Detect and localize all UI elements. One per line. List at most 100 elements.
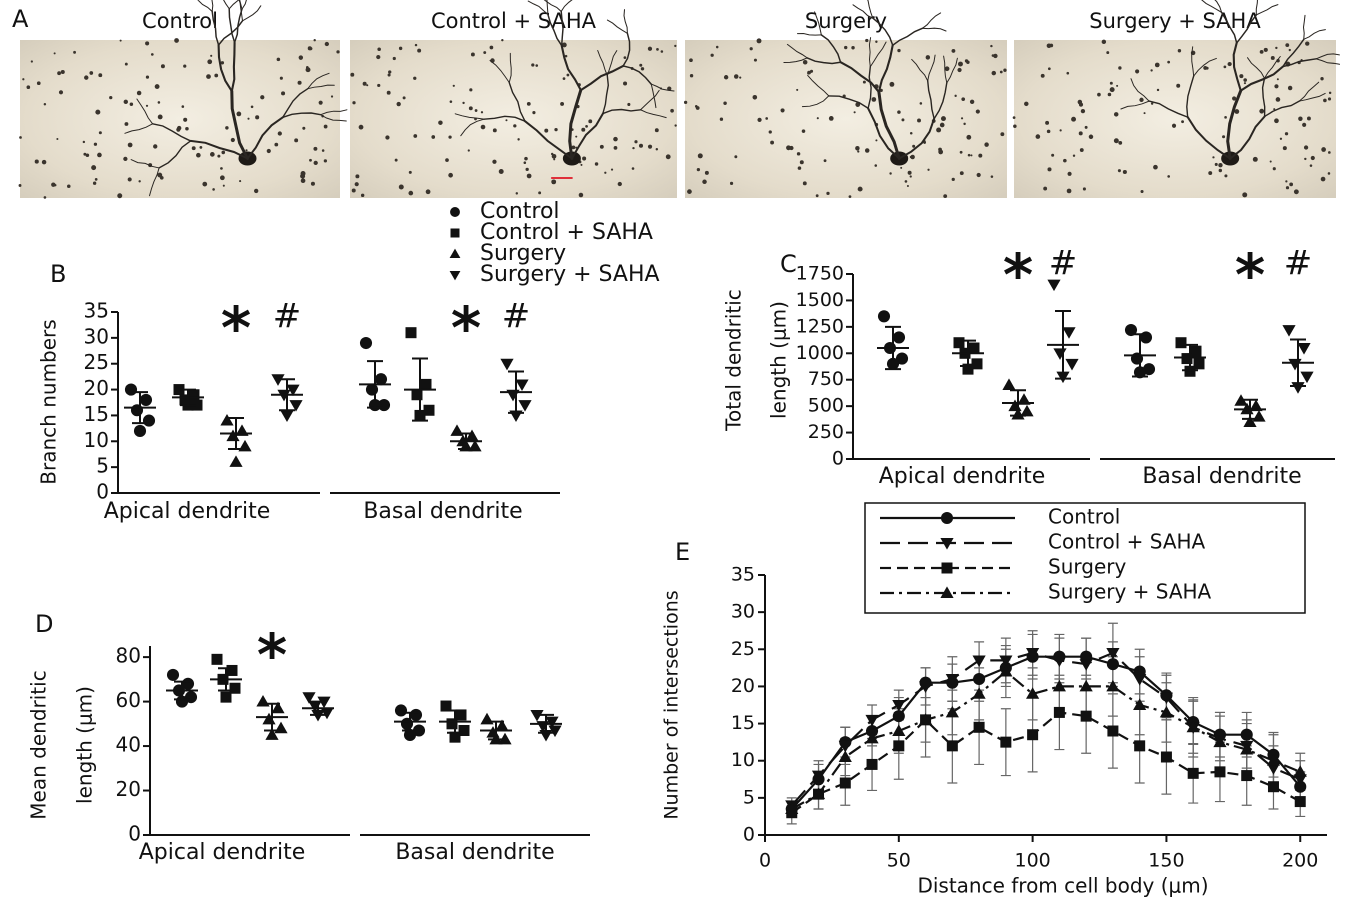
speck [324, 41, 329, 47]
speck [1153, 164, 1158, 170]
speck [756, 38, 762, 44]
data-point [262, 712, 276, 725]
speck [1305, 41, 1310, 46]
speck [425, 189, 431, 195]
speck [1107, 92, 1112, 97]
y-tick-label: 25 [84, 350, 109, 374]
speck [1274, 118, 1279, 124]
data-point [1107, 725, 1119, 737]
data-point [892, 724, 906, 736]
x-category-label: Apical dendrite [879, 464, 1046, 489]
speck [1072, 154, 1076, 157]
speck [844, 45, 848, 50]
speck [656, 47, 659, 51]
legend-marker [450, 207, 460, 217]
speck [297, 80, 302, 85]
speck [1303, 145, 1309, 150]
speck [940, 116, 946, 122]
neuron [683, 0, 1007, 199]
speck [796, 152, 801, 156]
y-tick-label: 10 [84, 428, 109, 452]
speck [313, 39, 316, 42]
speck [313, 160, 318, 165]
speck [452, 84, 455, 87]
data-point [530, 709, 544, 722]
speck [480, 124, 486, 130]
data-point [1243, 415, 1257, 427]
data-point [545, 716, 559, 729]
speck [222, 184, 225, 187]
speck [531, 63, 535, 67]
speck [936, 127, 942, 133]
speck [991, 70, 997, 76]
speck [396, 101, 401, 107]
data-point [1160, 751, 1172, 763]
x-category-label: Apical dendrite [139, 840, 306, 865]
speck [958, 61, 963, 67]
x-category-label: Basal dendrite [363, 499, 522, 524]
data-point [1133, 698, 1147, 710]
speck [954, 94, 957, 98]
dendrite [814, 11, 822, 36]
speck [575, 135, 578, 138]
speck [853, 111, 856, 114]
image-title: Control [142, 9, 218, 33]
legend-marker [450, 228, 460, 238]
speck [723, 101, 727, 106]
speck [857, 186, 863, 192]
speck [43, 196, 47, 199]
speck [467, 149, 470, 152]
error-bar [1132, 333, 1148, 378]
dendrite [622, 65, 652, 85]
dendrite [211, 10, 220, 46]
speck [1298, 116, 1303, 121]
speck [1101, 39, 1107, 45]
speck [266, 148, 271, 154]
data-point [280, 410, 294, 423]
dendrite [242, 5, 262, 22]
speck [1275, 97, 1281, 102]
dendrite [869, 41, 887, 68]
data-point [409, 708, 423, 721]
speck [22, 78, 25, 81]
speck [638, 143, 644, 148]
speck [474, 109, 478, 112]
significance-mark: # [1049, 244, 1078, 284]
dendrite [1220, 11, 1238, 44]
error-bar [1182, 343, 1198, 372]
speck [1154, 62, 1160, 68]
y-tick-label: 20 [116, 777, 141, 801]
data-point [188, 389, 200, 401]
speck [36, 81, 41, 86]
x-tick-label: 0 [759, 850, 771, 872]
data-point [811, 787, 826, 800]
speck [438, 120, 443, 125]
speck [1323, 98, 1327, 103]
speck [1259, 108, 1265, 114]
speck [221, 150, 226, 155]
error-bar [447, 709, 463, 734]
x-tick-label: 200 [1282, 850, 1318, 872]
speck [647, 144, 653, 149]
speck [83, 152, 87, 156]
dendrite [796, 32, 822, 36]
speck [710, 53, 714, 57]
data-point [142, 414, 156, 427]
speck [959, 171, 964, 176]
data-point [229, 455, 243, 467]
speck [26, 85, 31, 90]
speck [689, 74, 694, 78]
speck [408, 190, 414, 196]
dendrite [233, 8, 243, 44]
speck [209, 152, 215, 157]
speck [321, 149, 325, 152]
speck [571, 145, 576, 150]
speck [938, 149, 944, 155]
speck [181, 105, 185, 108]
x-category-label: Apical dendrite [104, 499, 271, 524]
speck [1224, 174, 1228, 178]
speck [230, 137, 235, 143]
speck [1274, 84, 1279, 89]
data-point [226, 664, 238, 676]
